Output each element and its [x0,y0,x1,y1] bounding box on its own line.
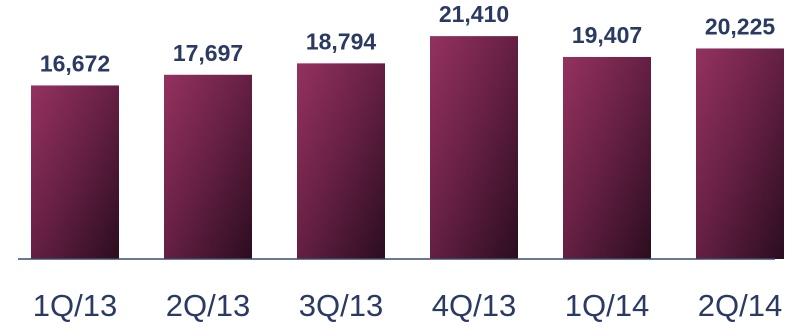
value-label: 19,407 [572,22,642,48]
bar-3q-13 [297,63,385,259]
category-label: 1Q/14 [565,288,649,323]
bar-1q-13 [31,85,119,259]
bar-4q-13 [430,36,518,259]
category-label: 4Q/13 [432,288,516,323]
value-label: 20,225 [705,13,776,39]
category-label: 3Q/13 [299,288,383,323]
bars-group [31,36,784,259]
value-label: 21,410 [439,1,509,27]
value-label: 18,794 [306,28,377,54]
value-labels-group: 16,672 17,697 18,794 21,410 19,407 20,225 [40,1,776,76]
bar-2q-14 [696,48,784,259]
category-labels-group: 1Q/13 2Q/13 3Q/13 4Q/13 1Q/14 2Q/14 [33,288,782,323]
value-label: 17,697 [173,40,243,66]
bar-2q-13 [164,74,252,259]
bar-1q-14 [563,56,651,259]
value-label: 16,672 [40,50,110,76]
category-label: 2Q/13 [166,288,250,323]
category-label: 2Q/14 [698,288,782,323]
category-label: 1Q/13 [33,288,117,323]
